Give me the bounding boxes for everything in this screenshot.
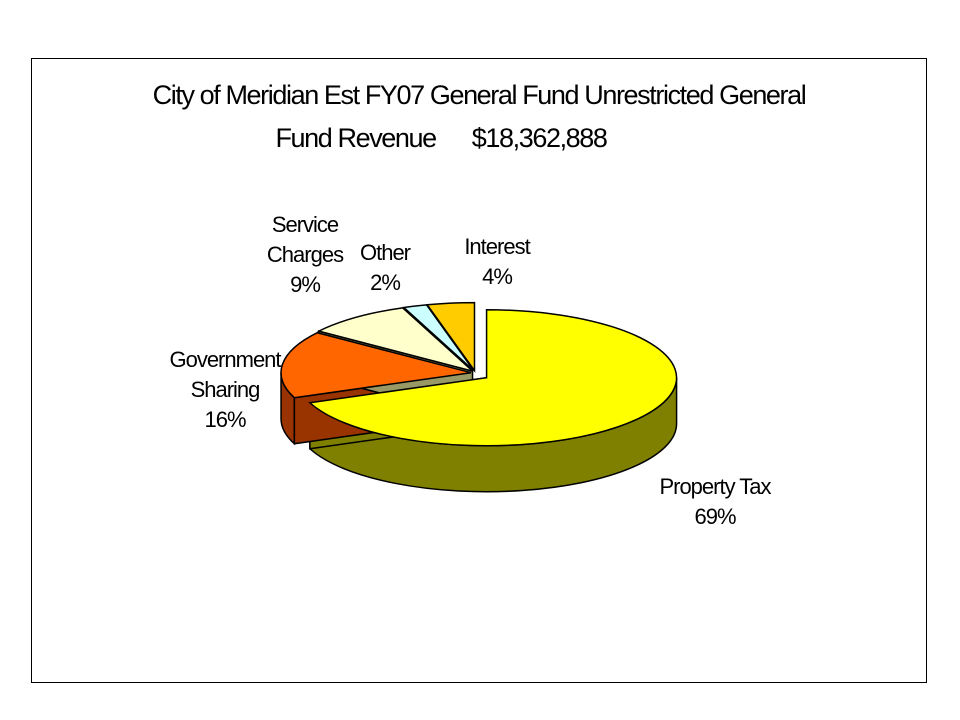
label-service-charges-line2: Charges bbox=[266, 242, 344, 267]
chart-title-line2: Fund Revenue $18,362,888 bbox=[0, 117, 927, 160]
label-interest: Interest 4% bbox=[442, 232, 552, 292]
label-government-sharing-line2: Sharing bbox=[190, 377, 261, 402]
slice-interest bbox=[425, 301, 476, 373]
label-property-tax-name: Property Tax bbox=[659, 474, 771, 499]
chart-frame bbox=[31, 58, 927, 683]
slice-service-charges bbox=[316, 307, 474, 372]
label-government-sharing-line1: Government bbox=[169, 347, 281, 372]
chart-subtitle-amount: $18,362,888 bbox=[471, 123, 608, 153]
label-other: Other 2% bbox=[340, 238, 430, 298]
label-other-name: Other bbox=[359, 240, 411, 265]
chart-subtitle-label: Fund Revenue bbox=[275, 123, 437, 153]
slice-government-sharing bbox=[280, 331, 472, 399]
chart-title-line1: City of Meridian Est FY07 General Fund U… bbox=[152, 80, 807, 110]
label-service-charges: Service Charges 9% bbox=[245, 210, 365, 300]
slice-property-tax bbox=[308, 308, 678, 447]
label-service-charges-line1: Service bbox=[271, 212, 339, 237]
label-government-sharing: Government Sharing 16% bbox=[140, 345, 310, 435]
label-service-charges-value: 9% bbox=[290, 272, 321, 297]
label-interest-value: 4% bbox=[482, 264, 513, 289]
label-other-value: 2% bbox=[370, 270, 401, 295]
chart-title: City of Meridian Est FY07 General Fund U… bbox=[31, 74, 927, 160]
label-government-sharing-value: 16% bbox=[204, 407, 246, 432]
label-property-tax: Property Tax 69% bbox=[640, 472, 790, 532]
label-interest-name: Interest bbox=[464, 234, 530, 259]
label-property-tax-value: 69% bbox=[694, 504, 736, 529]
